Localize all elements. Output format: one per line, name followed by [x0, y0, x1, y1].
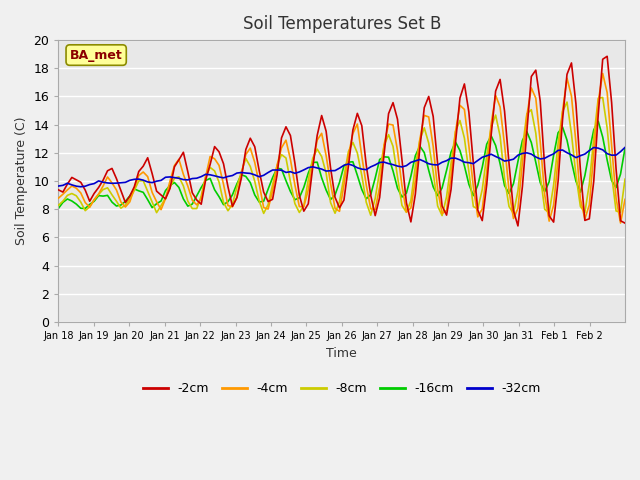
Legend: -2cm, -4cm, -8cm, -16cm, -32cm: -2cm, -4cm, -8cm, -16cm, -32cm: [138, 377, 546, 400]
Y-axis label: Soil Temperature (C): Soil Temperature (C): [15, 117, 28, 245]
Text: BA_met: BA_met: [70, 48, 122, 61]
Title: Soil Temperatures Set B: Soil Temperatures Set B: [243, 15, 441, 33]
X-axis label: Time: Time: [326, 347, 357, 360]
